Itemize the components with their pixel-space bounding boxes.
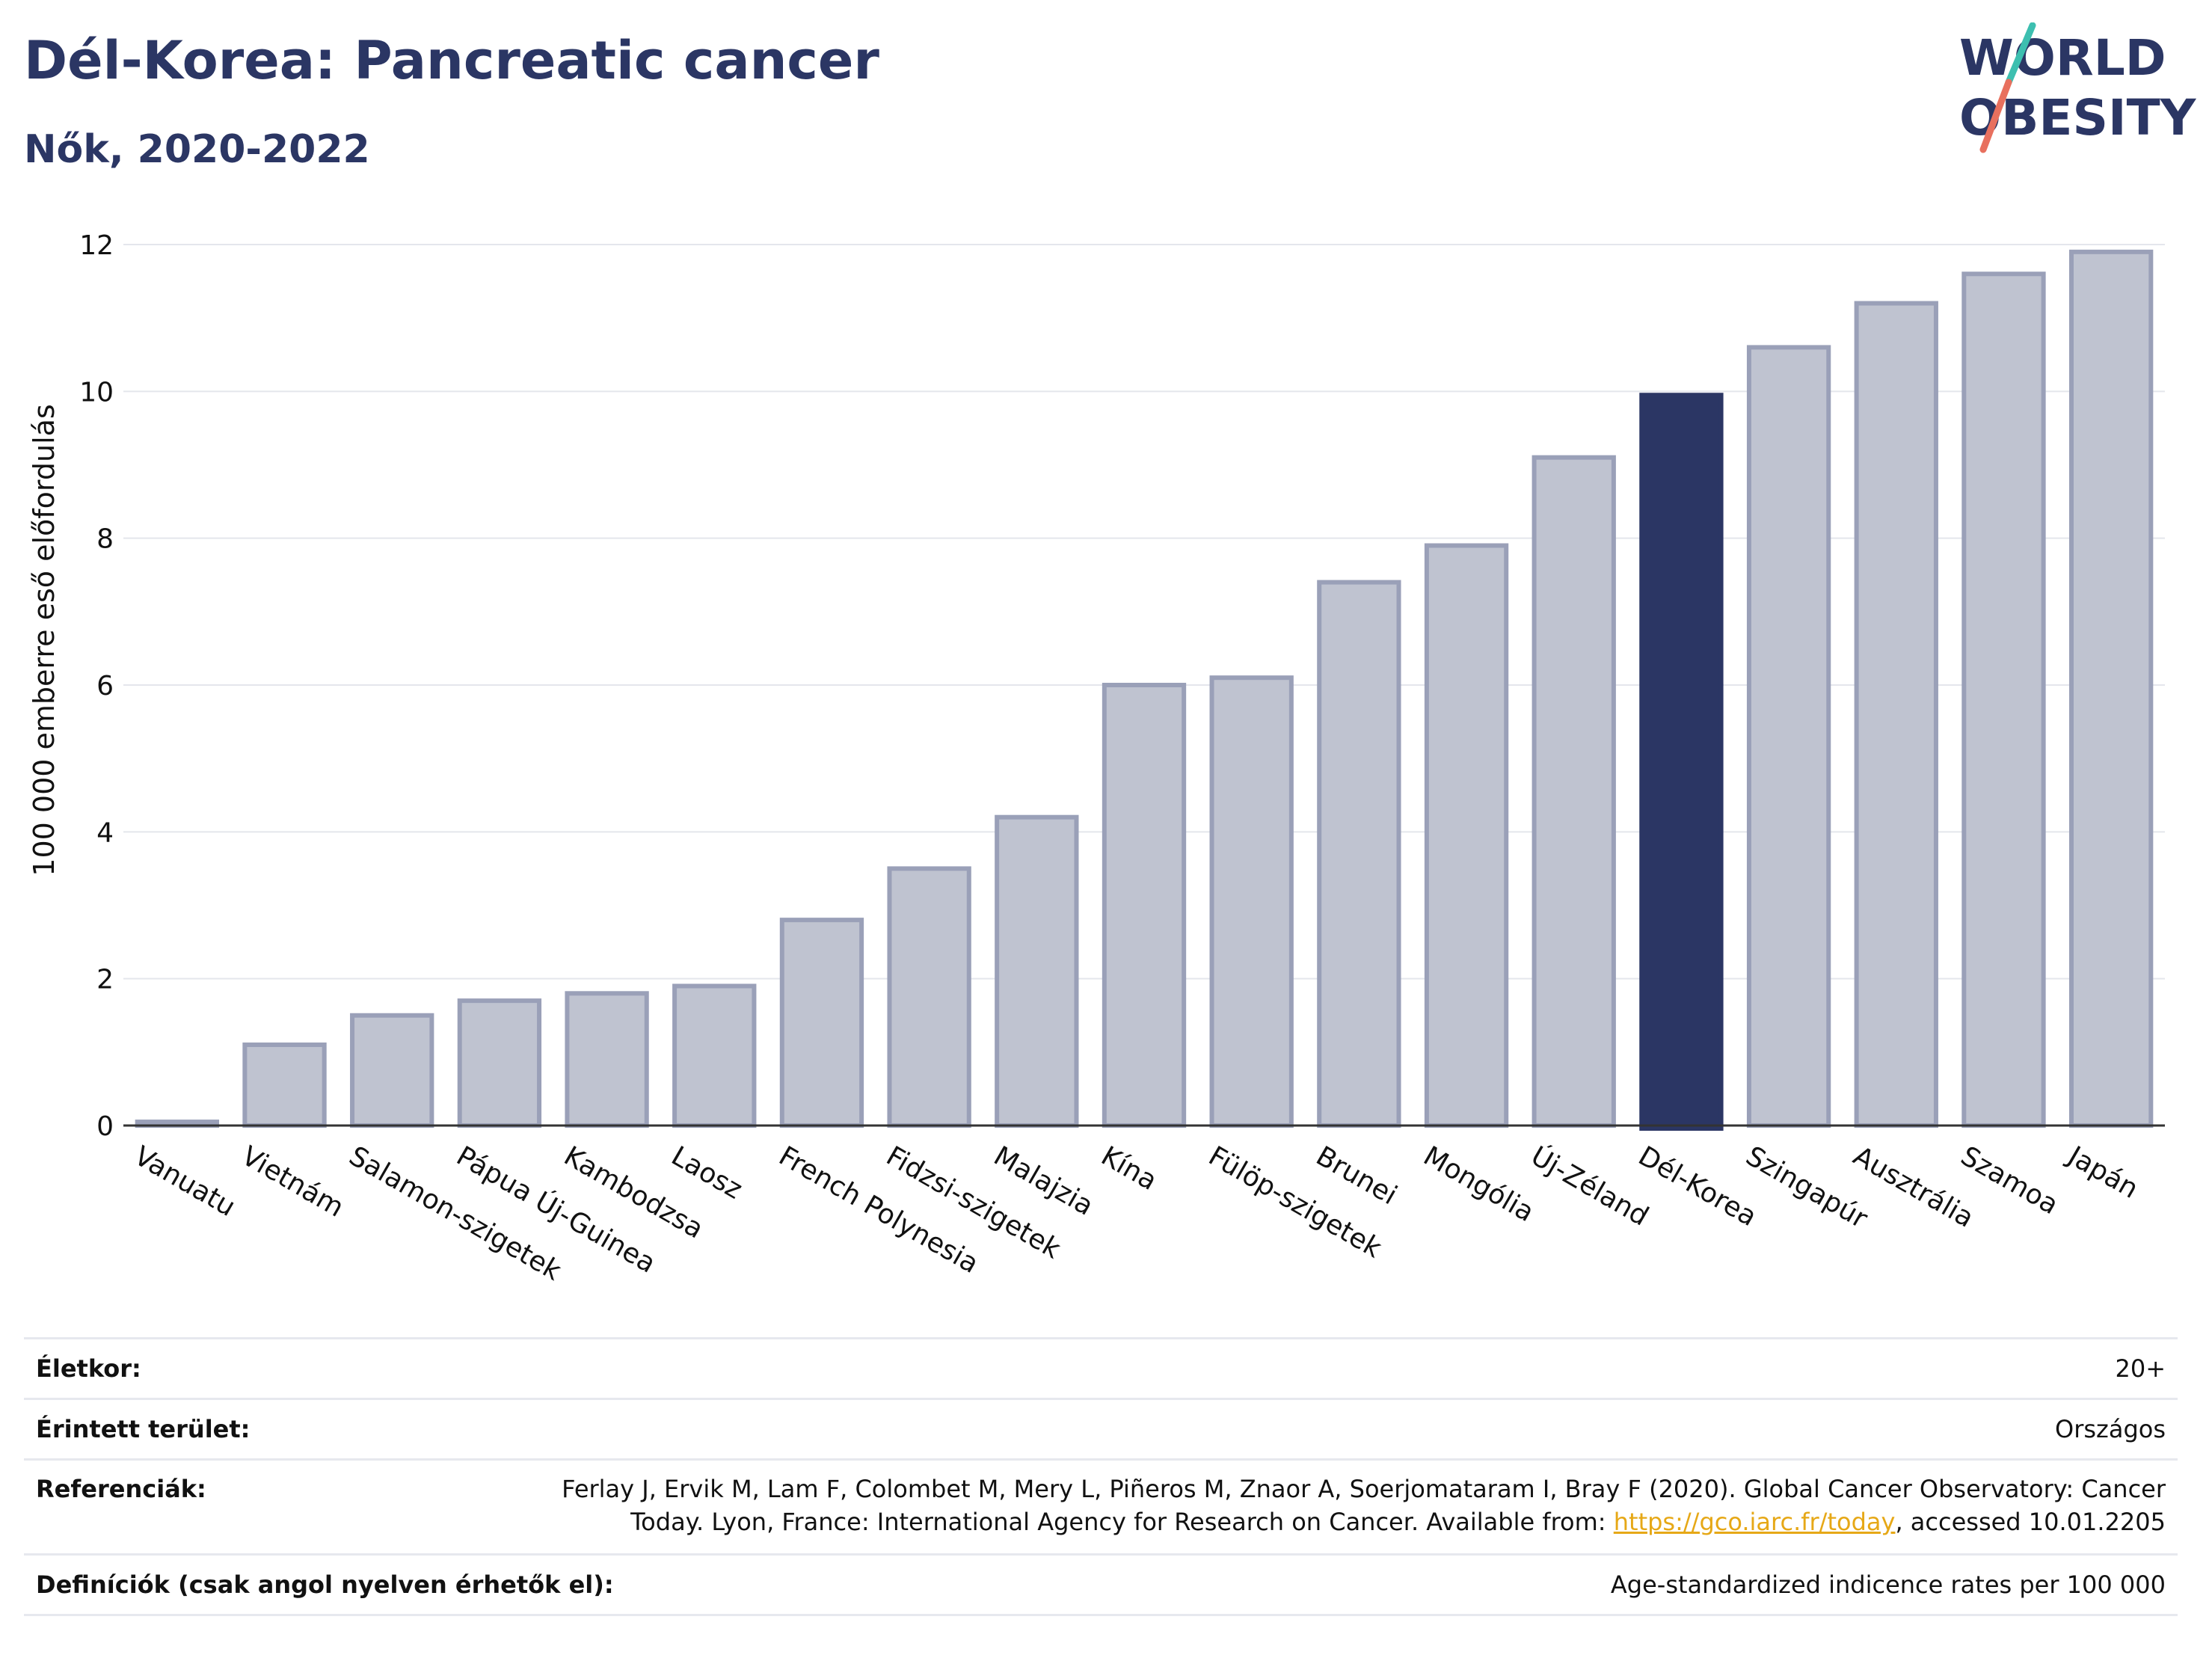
- bar-chart: 0 2 4 6 8 10 12 VanuatuVietnámSalamon-szigetek…: [28, 230, 2165, 1287]
- references-line-2-end: , accessed 10.01.2205: [1895, 1508, 2166, 1536]
- y-tick-label: 4: [96, 817, 114, 848]
- references-link[interactable]: https://gco.iarc.fr/today: [1613, 1508, 1896, 1536]
- x-tick-label: Japán: [2062, 1140, 2143, 1205]
- x-tick-label: Laosz: [666, 1140, 748, 1205]
- area-label: Érintett terület:: [36, 1415, 251, 1443]
- meta-row-definitions: Definíciók (csak angol nyelven érhetők e…: [24, 1553, 2178, 1616]
- references-label: Referenciák:: [36, 1475, 206, 1503]
- y-axis-label: 100 000 emberre eső előfordulás: [28, 404, 61, 876]
- references-line-2-text: Today. Lyon, France: International Agenc…: [630, 1508, 1614, 1536]
- bar: [350, 1013, 434, 1128]
- logo-slash-top: [2005, 22, 2036, 86]
- bar: [995, 814, 1079, 1128]
- y-tick-label: 12: [79, 230, 114, 261]
- bar: [1317, 580, 1401, 1128]
- y-tick-label: 6: [96, 671, 114, 701]
- y-tick-label: 0: [96, 1111, 114, 1142]
- bar: [242, 1043, 327, 1129]
- age-value: 20+: [2115, 1354, 2166, 1383]
- bar: [1854, 301, 1938, 1128]
- chart-title: Dél-Korea: Pancreatic cancer: [24, 30, 879, 91]
- x-tick-label: Szingapúr: [1741, 1140, 1873, 1235]
- bar: [1209, 675, 1294, 1128]
- chart-subtitle: Nők, 2020-2022: [24, 127, 370, 172]
- y-tick-label: 8: [96, 524, 114, 555]
- bar: [1639, 393, 1724, 1131]
- y-tick-label: 2: [96, 965, 114, 995]
- x-tick-label: Vietnám: [236, 1140, 348, 1223]
- references-line-2: Today. Lyon, France: International Agenc…: [520, 1505, 2166, 1538]
- x-tick-label: Kína: [1096, 1140, 1162, 1197]
- bar: [2068, 249, 2154, 1129]
- bar: [457, 998, 542, 1129]
- bar: [1746, 345, 1831, 1128]
- bar: [672, 983, 757, 1128]
- x-tick-label: Mongólia: [1419, 1140, 1540, 1228]
- logo-slash-bottom: [1979, 79, 2012, 153]
- bars: [135, 249, 2154, 1131]
- bar: [1531, 455, 1616, 1128]
- metadata-table: Életkor: 20+ Érintett terület: Országos …: [24, 1337, 2178, 1616]
- x-tick-label: Ausztrália: [1848, 1140, 1979, 1234]
- age-label: Életkor:: [36, 1354, 141, 1383]
- x-tick-label: Brunei: [1311, 1140, 1402, 1211]
- x-tick-label: Vanuatu: [129, 1140, 240, 1223]
- meta-row-age: Életkor: 20+: [24, 1337, 2178, 1398]
- y-tick-label: 10: [79, 377, 114, 408]
- bar: [1424, 543, 1509, 1128]
- x-tick-label: Új-Zéland: [1526, 1140, 1654, 1232]
- bar: [887, 866, 971, 1128]
- meta-row-references: Referenciák: Ferlay J, Ervik M, Lam F, C…: [24, 1458, 2178, 1553]
- bar: [565, 991, 649, 1129]
- logo-word-world: WORLD: [1959, 29, 2166, 87]
- references-line-1: Ferlay J, Ervik M, Lam F, Colombet M, Me…: [562, 1475, 2166, 1503]
- meta-row-area: Érintett terület: Országos: [24, 1398, 2178, 1458]
- references-value: Ferlay J, Ervik M, Lam F, Colombet M, Me…: [520, 1473, 2166, 1538]
- bar: [1961, 271, 2046, 1128]
- bar: [779, 918, 864, 1128]
- x-tick-label: Dél-Korea: [1633, 1140, 1762, 1232]
- definitions-label: Definíciók (csak angol nyelven érhetők e…: [36, 1570, 614, 1599]
- definitions-value: Age-standardized indicence rates per 100…: [1610, 1570, 2166, 1599]
- y-axis-ticks: 0 2 4 6 8 10 12: [79, 230, 114, 1142]
- logo-word-obesity: OBESITY: [1959, 89, 2197, 147]
- x-tick-label: French Polynesia: [773, 1140, 983, 1280]
- bar: [1102, 683, 1187, 1128]
- world-obesity-logo: WORLD OBESITY: [1959, 22, 2197, 153]
- area-value: Országos: [2055, 1415, 2166, 1443]
